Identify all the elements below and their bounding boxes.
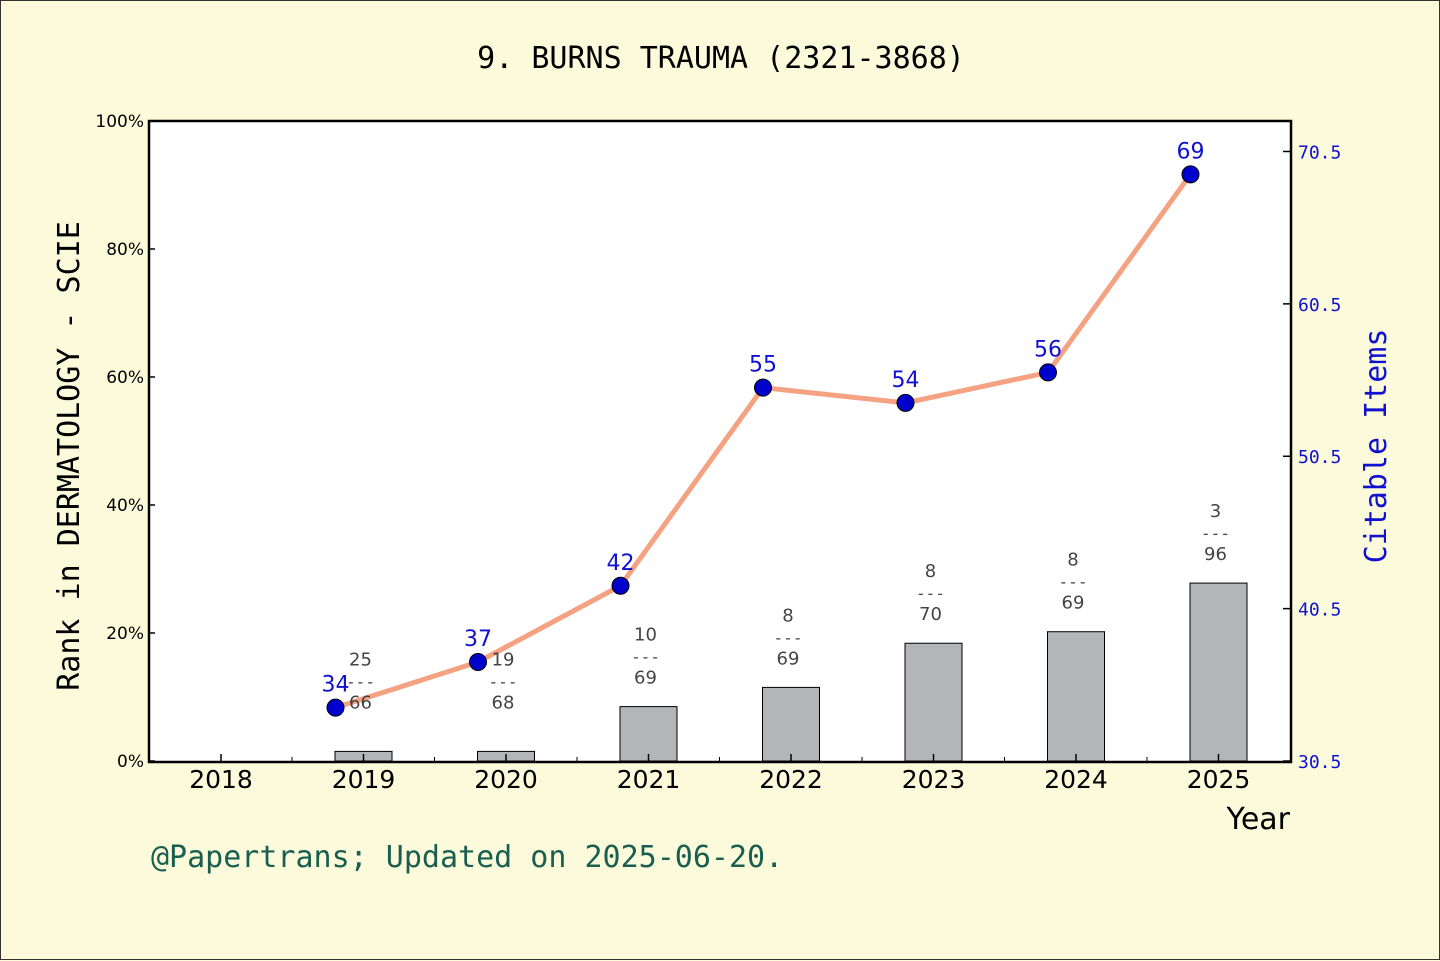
citable-items-point-2023	[896, 393, 915, 412]
x-tick-label: 2018	[189, 765, 253, 794]
citable-items-label-2024: 56	[1034, 337, 1062, 362]
x-tick-label: 2024	[1044, 765, 1108, 794]
y2-tick-label: 70.5	[1298, 142, 1341, 163]
bar-2021	[619, 706, 678, 762]
total-label-2019: 66	[349, 692, 372, 713]
chart-title: 9. BURNS TRAUMA (2321-3868)	[477, 41, 965, 76]
y-tick-label: 60%	[106, 368, 144, 388]
x-tick-label: 2023	[902, 765, 966, 794]
rank-label-2019: 25	[349, 649, 372, 670]
x-tick-label: 2020	[474, 765, 538, 794]
total-label-2025: 96	[1204, 544, 1227, 565]
total-label-2020: 68	[492, 692, 515, 713]
rank-label-2025: 3	[1210, 501, 1221, 522]
total-label-2022: 69	[777, 648, 800, 669]
citable-items-point-2024	[1039, 363, 1057, 382]
total-label-2023: 70	[919, 604, 942, 625]
rank-label-2021: 10	[634, 625, 657, 646]
x-axis-ticks: 2018 2019 2020 2021 2022 2023 2024 2025	[189, 754, 1250, 794]
y2-tick-label: 50.5	[1298, 447, 1341, 468]
right-axis-ticks: 30.5 40.5 50.5 60.5 70.5	[1283, 142, 1341, 773]
fraction-bar-2021: ---	[631, 648, 660, 667]
fraction-bar-2022: ---	[774, 628, 803, 647]
y-tick-label: 0%	[117, 752, 144, 772]
bar-2024	[1047, 631, 1105, 762]
rank-label-2023: 8	[925, 561, 936, 582]
citable-items-point-2025	[1181, 165, 1200, 184]
y-tick-label: 20%	[106, 624, 144, 644]
y-tick-label: 80%	[106, 240, 144, 260]
citable-items-point-2019	[326, 698, 345, 717]
fraction-bar-2023: ---	[916, 584, 945, 603]
citable-items-label-2025: 69	[1177, 139, 1205, 164]
citable-items-label-2022: 55	[749, 353, 777, 378]
fraction-bar-2024: ---	[1059, 573, 1088, 592]
left-axis-ticks: 0% 20% 40% 60% 80% 100%	[95, 112, 155, 772]
bar-series	[334, 582, 1248, 762]
rank-label-2022: 8	[782, 605, 793, 626]
footer-note: @Papertrans; Updated on 2025-06-20.	[151, 840, 783, 875]
citable-items-label-2019: 34	[322, 673, 350, 698]
y2-tick-label: 60.5	[1298, 295, 1341, 316]
data-labels: 25---6619---6810---698---698---708---693…	[322, 139, 1230, 713]
rank-label-2024: 8	[1067, 550, 1078, 571]
x-tick-label: 2025	[1187, 765, 1251, 794]
citable-items-point-2020	[469, 652, 487, 671]
citable-items-point-2022	[754, 378, 772, 397]
y-tick-label: 40%	[106, 496, 144, 516]
x-tick-label: 2021	[617, 765, 681, 794]
citable-items-point-2021	[611, 576, 630, 595]
y-tick-label: 100%	[95, 112, 144, 132]
x-axis-label: Year	[1225, 802, 1290, 837]
fraction-bar-2019: ---	[346, 672, 375, 691]
bar-2023	[904, 642, 963, 762]
y2-tick-label: 30.5	[1298, 752, 1341, 773]
right-axis-label: Citable Items	[1359, 329, 1394, 564]
bar-2025	[1189, 582, 1248, 762]
x-tick-label: 2019	[332, 765, 396, 794]
citable-items-label-2021: 42	[607, 551, 635, 576]
x-tick-label: 2022	[759, 765, 823, 794]
fraction-bar-2020: ---	[489, 672, 518, 691]
y2-tick-label: 40.5	[1298, 600, 1341, 621]
plot-area	[149, 121, 1291, 762]
fraction-bar-2025: ---	[1201, 524, 1230, 543]
bar-2022	[762, 686, 820, 762]
line-series	[326, 165, 1200, 717]
y-axis-label: Rank in DERMATOLOGY - SCIE	[52, 221, 87, 691]
rank-label-2020: 19	[492, 649, 515, 670]
citable-items-label-2020: 37	[464, 627, 492, 652]
plot-frame	[147, 119, 1293, 764]
citable-items-label-2023: 54	[892, 368, 920, 393]
total-label-2024: 69	[1062, 593, 1085, 614]
total-label-2021: 69	[634, 668, 657, 689]
